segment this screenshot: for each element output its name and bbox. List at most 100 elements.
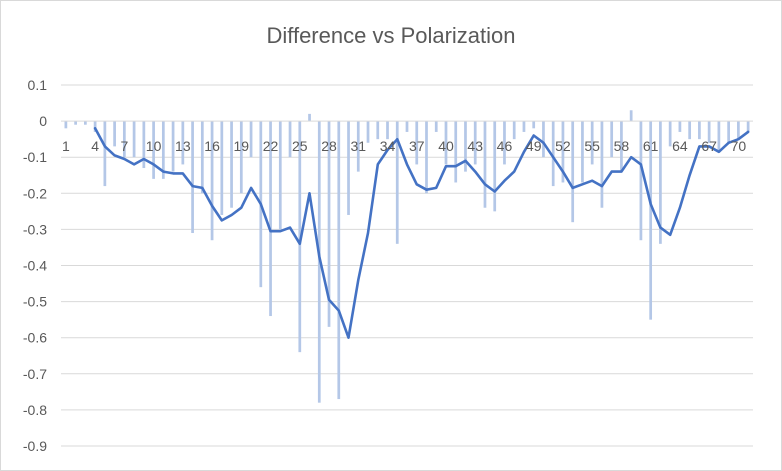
y-tick-label: 0.1 bbox=[28, 77, 48, 93]
x-tick-label: 34 bbox=[380, 138, 396, 154]
bar bbox=[327, 121, 331, 327]
bar bbox=[581, 121, 584, 183]
bar bbox=[600, 121, 604, 208]
bar bbox=[288, 121, 292, 158]
y-tick-label: -0.6 bbox=[23, 330, 47, 346]
bar bbox=[191, 121, 194, 234]
bar bbox=[269, 121, 272, 317]
bar bbox=[668, 121, 672, 147]
bar bbox=[503, 121, 506, 165]
x-tick-label: 55 bbox=[584, 138, 600, 154]
bar bbox=[434, 121, 438, 132]
bar bbox=[678, 121, 682, 132]
bar bbox=[551, 121, 555, 187]
bar bbox=[132, 121, 136, 158]
bar bbox=[522, 121, 526, 132]
bar bbox=[620, 121, 623, 172]
x-tick-label: 58 bbox=[614, 138, 630, 154]
x-tick-label: 64 bbox=[672, 138, 688, 154]
gridlines bbox=[61, 84, 753, 447]
line-series bbox=[93, 127, 750, 340]
chart-title: Difference vs Polarization bbox=[266, 23, 516, 48]
bar bbox=[425, 121, 428, 194]
y-tick-label: -0.7 bbox=[23, 366, 47, 382]
bar bbox=[171, 121, 175, 172]
bar bbox=[152, 121, 155, 179]
x-tick-label: 52 bbox=[555, 138, 571, 154]
x-tick-label: 22 bbox=[263, 138, 279, 154]
bar bbox=[483, 121, 487, 208]
bar bbox=[161, 121, 165, 179]
bar bbox=[649, 121, 653, 320]
x-tick-label: 1 bbox=[62, 138, 70, 154]
x-tick-label: 19 bbox=[234, 138, 250, 154]
bar bbox=[561, 121, 565, 183]
bar bbox=[512, 121, 516, 140]
bar bbox=[454, 121, 458, 183]
y-tick-label: -0.9 bbox=[23, 438, 47, 454]
bar bbox=[688, 121, 692, 140]
bar bbox=[64, 121, 68, 129]
bar bbox=[405, 121, 409, 132]
bar bbox=[493, 121, 497, 212]
y-tick-label: -0.3 bbox=[23, 221, 47, 237]
series-line bbox=[93, 127, 750, 340]
bar bbox=[610, 121, 614, 158]
bar bbox=[415, 121, 419, 165]
x-tick-label: 67 bbox=[701, 138, 717, 154]
bar bbox=[347, 121, 350, 215]
bar bbox=[571, 121, 575, 223]
bar bbox=[308, 113, 311, 122]
bar bbox=[717, 121, 721, 150]
bar bbox=[464, 121, 467, 172]
x-tick-label: 70 bbox=[731, 138, 747, 154]
bar bbox=[239, 121, 243, 194]
bar bbox=[278, 121, 282, 230]
x-tick-label: 43 bbox=[467, 138, 483, 154]
y-tick-label: -0.8 bbox=[23, 402, 47, 418]
bar bbox=[74, 121, 77, 125]
bar bbox=[84, 121, 87, 125]
y-tick-label: -0.5 bbox=[23, 294, 47, 310]
bar bbox=[473, 121, 477, 165]
bar bbox=[103, 121, 107, 187]
bar bbox=[707, 121, 711, 143]
y-axis-ticks: 0.1 0 -0.1 -0.2 -0.3 -0.4 -0.5 -0.6 -0.7 -0.8 -0.9 bbox=[23, 77, 47, 454]
bar bbox=[376, 121, 380, 140]
bar bbox=[142, 121, 146, 169]
bar bbox=[230, 121, 233, 208]
bar bbox=[590, 121, 594, 165]
bar bbox=[356, 121, 360, 172]
bar bbox=[249, 121, 253, 158]
x-tick-label: 7 bbox=[120, 138, 128, 154]
x-tick-label: 31 bbox=[350, 138, 366, 154]
bar bbox=[181, 121, 185, 165]
bar bbox=[386, 121, 389, 140]
bar bbox=[113, 121, 116, 147]
bar bbox=[444, 121, 448, 165]
x-tick-label: 10 bbox=[146, 138, 162, 154]
y-tick-label: -0.1 bbox=[23, 149, 47, 165]
bar bbox=[727, 121, 730, 143]
bar bbox=[366, 121, 370, 143]
x-tick-label: 37 bbox=[409, 138, 425, 154]
bar bbox=[629, 110, 633, 122]
x-tick-label: 13 bbox=[175, 138, 191, 154]
bar bbox=[737, 121, 740, 140]
bar bbox=[122, 121, 126, 158]
x-tick-label: 40 bbox=[438, 138, 454, 154]
x-axis-ticks: 1 4 7 10 13 16 19 22 25 28 31 34 37 40 43 46 49 52 55 58 61 6… bbox=[62, 138, 746, 154]
bar bbox=[639, 121, 643, 241]
bar bbox=[659, 121, 662, 244]
bar bbox=[337, 121, 341, 400]
x-tick-label: 16 bbox=[204, 138, 220, 154]
y-tick-label: 0 bbox=[39, 113, 47, 129]
x-tick-label: 4 bbox=[91, 138, 99, 154]
bar bbox=[220, 121, 224, 215]
bar-series bbox=[61, 110, 753, 403]
bar bbox=[210, 121, 214, 241]
bar bbox=[542, 121, 545, 158]
bar bbox=[298, 121, 302, 353]
